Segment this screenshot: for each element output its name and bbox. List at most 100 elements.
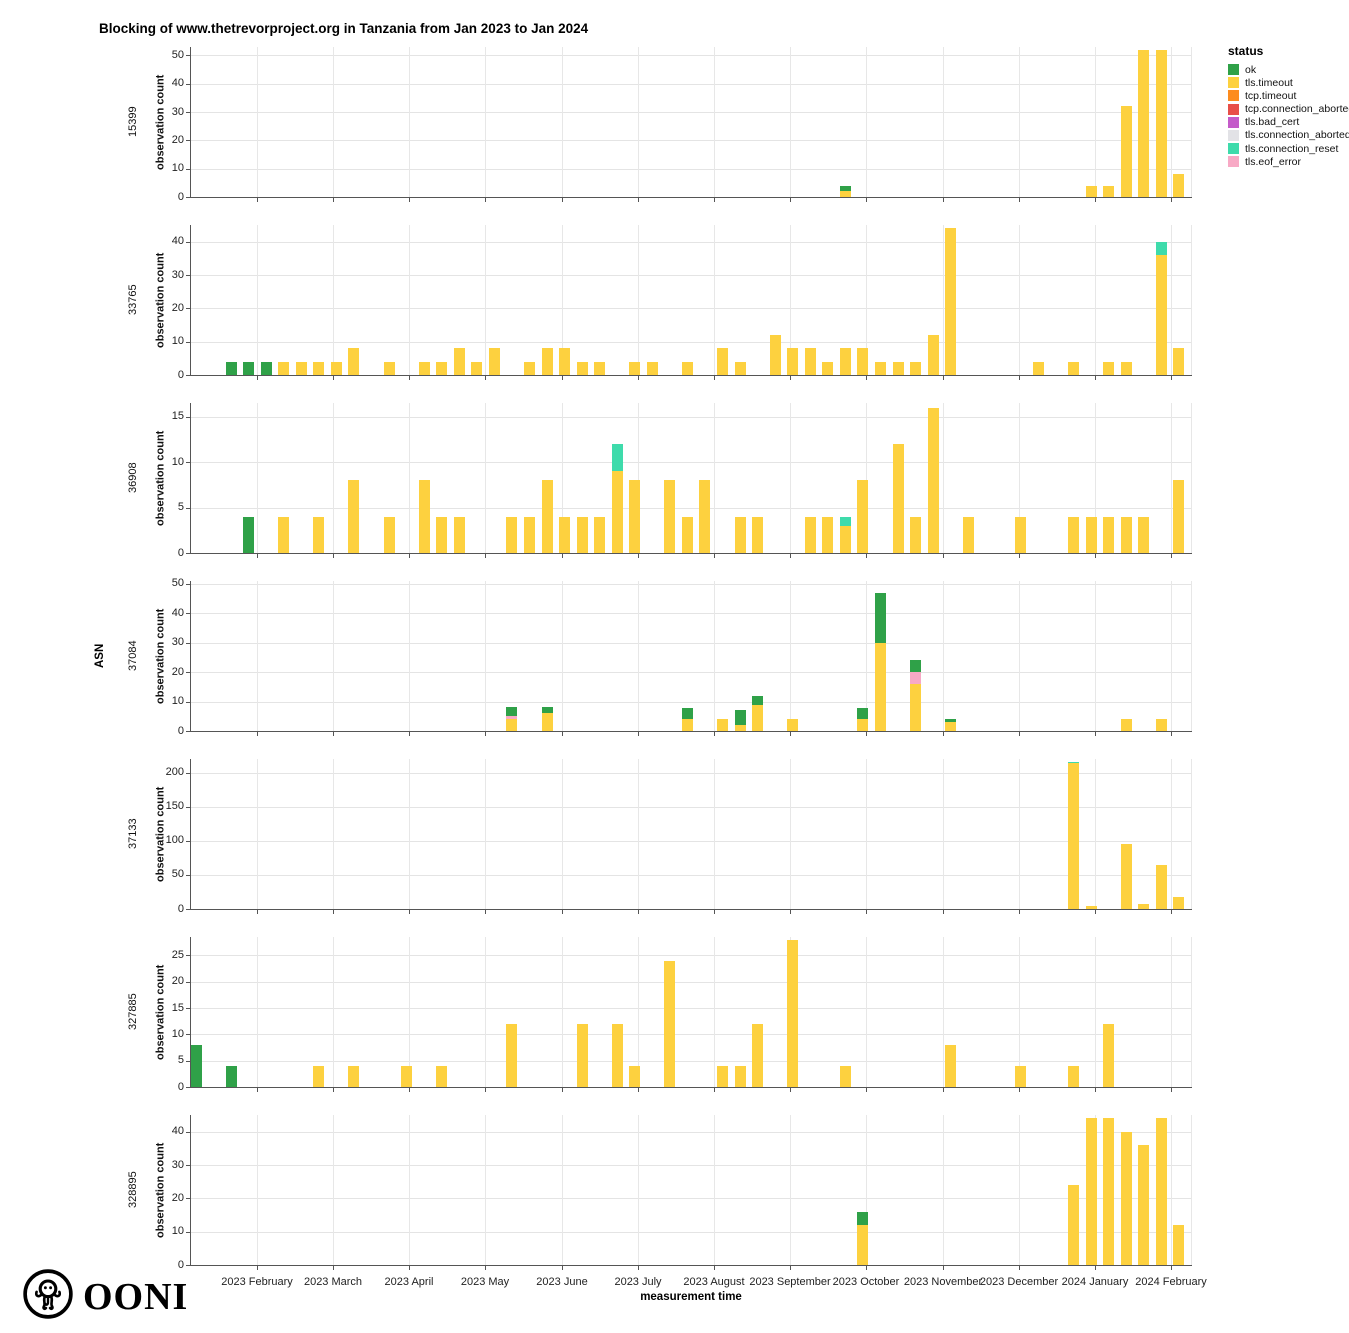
- bar[interactable]: [453, 516, 465, 553]
- bar[interactable]: [559, 516, 571, 553]
- bar[interactable]: [576, 516, 588, 553]
- bar[interactable]: [752, 516, 764, 553]
- bar[interactable]: [664, 960, 676, 1087]
- bar[interactable]: [629, 1065, 641, 1087]
- bar[interactable]: [1085, 185, 1097, 197]
- bar[interactable]: [243, 361, 255, 375]
- bar[interactable]: [278, 516, 290, 553]
- bar[interactable]: [225, 361, 237, 375]
- bar[interactable]: [348, 1065, 360, 1087]
- bar[interactable]: [857, 1211, 869, 1265]
- bar[interactable]: [1085, 516, 1097, 553]
- bar[interactable]: [1155, 719, 1167, 731]
- bar[interactable]: [945, 228, 957, 375]
- bar[interactable]: [506, 516, 518, 553]
- bar[interactable]: [348, 480, 360, 553]
- bar[interactable]: [541, 480, 553, 553]
- bar[interactable]: [752, 695, 764, 731]
- bar[interactable]: [1120, 106, 1132, 197]
- bar[interactable]: [1155, 1118, 1167, 1265]
- bar[interactable]: [1173, 174, 1185, 197]
- bar[interactable]: [839, 1065, 851, 1087]
- bar[interactable]: [541, 348, 553, 375]
- bar[interactable]: [1068, 516, 1079, 553]
- bar[interactable]: [1068, 761, 1079, 909]
- bar[interactable]: [1085, 906, 1097, 909]
- bar[interactable]: [1015, 516, 1027, 553]
- bar[interactable]: [822, 516, 834, 553]
- bar[interactable]: [804, 348, 816, 375]
- bar[interactable]: [787, 719, 799, 731]
- bar[interactable]: [260, 361, 272, 375]
- bar[interactable]: [436, 516, 448, 553]
- bar[interactable]: [874, 361, 886, 375]
- bar[interactable]: [1103, 185, 1115, 197]
- bar[interactable]: [383, 361, 395, 375]
- bar[interactable]: [927, 335, 939, 375]
- bar[interactable]: [910, 516, 922, 553]
- bar[interactable]: [1138, 1145, 1150, 1265]
- bar[interactable]: [1173, 1225, 1185, 1265]
- bar[interactable]: [295, 361, 307, 375]
- bar[interactable]: [243, 516, 255, 553]
- bar[interactable]: [1120, 719, 1132, 731]
- bar[interactable]: [1068, 361, 1079, 375]
- bar[interactable]: [892, 361, 904, 375]
- bar[interactable]: [506, 1023, 518, 1087]
- bar[interactable]: [1032, 361, 1044, 375]
- bar[interactable]: [1155, 865, 1167, 909]
- bar[interactable]: [383, 516, 395, 553]
- bar[interactable]: [1138, 903, 1150, 909]
- bar[interactable]: [278, 361, 290, 375]
- bar[interactable]: [453, 348, 465, 375]
- bar[interactable]: [646, 361, 658, 375]
- bar[interactable]: [681, 516, 693, 553]
- bar[interactable]: [1173, 348, 1185, 375]
- bar[interactable]: [401, 1065, 413, 1087]
- bar[interactable]: [418, 361, 430, 375]
- bar[interactable]: [681, 707, 693, 731]
- bar[interactable]: [1103, 1023, 1115, 1087]
- bar[interactable]: [576, 361, 588, 375]
- bar[interactable]: [1068, 1065, 1079, 1087]
- bar[interactable]: [769, 335, 781, 375]
- bar[interactable]: [1120, 1131, 1132, 1265]
- bar[interactable]: [857, 348, 869, 375]
- bar[interactable]: [734, 1065, 746, 1087]
- bar[interactable]: [1103, 1118, 1115, 1265]
- bar[interactable]: [839, 516, 851, 553]
- bar[interactable]: [681, 361, 693, 375]
- bar[interactable]: [752, 1023, 764, 1087]
- bar[interactable]: [1120, 516, 1132, 553]
- bar[interactable]: [717, 1065, 728, 1087]
- bar[interactable]: [190, 1044, 202, 1087]
- bar[interactable]: [1103, 361, 1115, 375]
- bar[interactable]: [418, 480, 430, 553]
- bar[interactable]: [313, 516, 325, 553]
- bar[interactable]: [734, 361, 746, 375]
- bar[interactable]: [1015, 1065, 1027, 1087]
- bar[interactable]: [945, 719, 957, 731]
- bar[interactable]: [594, 361, 606, 375]
- bar[interactable]: [787, 939, 799, 1087]
- bar[interactable]: [1068, 1185, 1079, 1265]
- bar[interactable]: [717, 719, 728, 731]
- bar[interactable]: [734, 516, 746, 553]
- bar[interactable]: [822, 361, 834, 375]
- bar[interactable]: [857, 707, 869, 731]
- bar[interactable]: [594, 516, 606, 553]
- bar[interactable]: [804, 516, 816, 553]
- bar[interactable]: [629, 361, 641, 375]
- bar[interactable]: [541, 707, 553, 731]
- bar[interactable]: [699, 480, 711, 553]
- bar[interactable]: [1120, 843, 1132, 909]
- bar[interactable]: [523, 361, 535, 375]
- bar[interactable]: [436, 361, 448, 375]
- bar[interactable]: [1120, 361, 1132, 375]
- bar[interactable]: [857, 480, 869, 553]
- bar[interactable]: [1173, 480, 1185, 553]
- bar[interactable]: [471, 361, 483, 375]
- bar[interactable]: [787, 348, 799, 375]
- bar[interactable]: [1173, 896, 1185, 909]
- bar[interactable]: [1155, 49, 1167, 197]
